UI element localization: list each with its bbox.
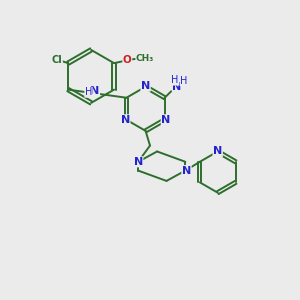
- Text: H: H: [180, 76, 188, 86]
- Text: N: N: [141, 81, 150, 91]
- Text: N: N: [134, 157, 143, 167]
- Text: Cl: Cl: [52, 55, 62, 64]
- Text: N: N: [161, 115, 170, 125]
- Text: H: H: [85, 87, 92, 97]
- Text: N: N: [172, 82, 182, 92]
- Text: H: H: [171, 75, 179, 85]
- Text: N: N: [182, 166, 191, 176]
- Text: N: N: [121, 115, 130, 125]
- Text: O: O: [123, 55, 132, 65]
- Text: N: N: [90, 86, 100, 96]
- Text: CH₃: CH₃: [136, 54, 154, 63]
- Text: N: N: [213, 146, 222, 157]
